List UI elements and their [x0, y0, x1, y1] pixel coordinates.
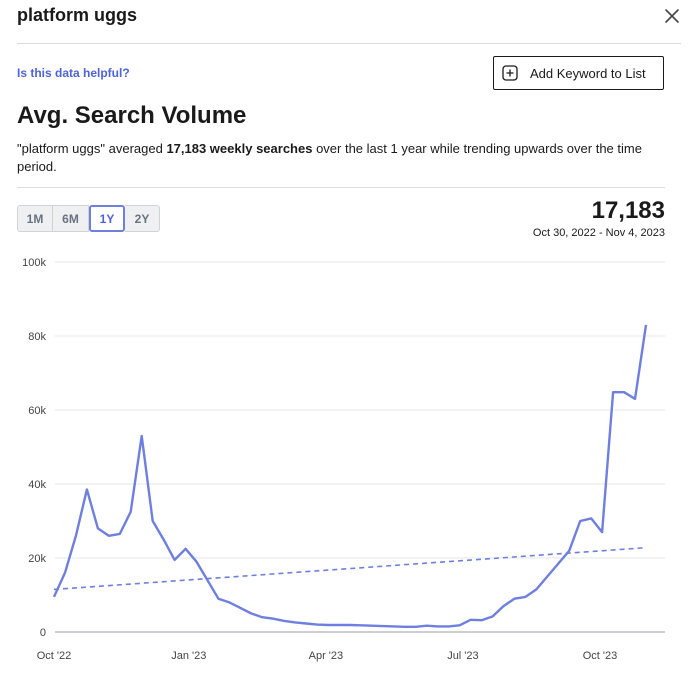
- data-point: [206, 579, 208, 581]
- data-point: [141, 435, 143, 437]
- add-keyword-label: Add Keyword to List: [530, 65, 646, 81]
- data-helpful-link[interactable]: Is this data helpful?: [17, 66, 130, 80]
- summary-weekly-searches: 17,183 weekly searches: [166, 141, 313, 156]
- close-icon[interactable]: [662, 6, 682, 26]
- data-point: [458, 624, 460, 626]
- data-point: [601, 531, 603, 533]
- summary-text: "platform uggs" averaged 17,183 weekly s…: [17, 140, 677, 176]
- plus-square-icon: [502, 65, 518, 81]
- data-point: [283, 620, 285, 622]
- date-range: Oct 30, 2022 - Nov 4, 2023: [532, 227, 665, 239]
- data-point: [491, 615, 493, 617]
- data-point: [360, 624, 362, 626]
- summary-keyword: "platform uggs": [17, 141, 105, 156]
- data-point: [162, 538, 164, 540]
- data-point: [119, 533, 121, 535]
- data-point: [228, 601, 230, 603]
- data-point: [151, 520, 153, 522]
- data-point: [64, 572, 66, 574]
- data-point: [97, 527, 99, 529]
- search-volume-line: [52, 324, 648, 628]
- add-keyword-to-list-button[interactable]: Add Keyword to List: [493, 56, 664, 90]
- data-point: [250, 612, 252, 614]
- data-point: [305, 622, 307, 624]
- data-point: [502, 605, 504, 607]
- data-point: [338, 624, 340, 626]
- data-point: [393, 625, 395, 627]
- average-volume-value: 17,183: [591, 197, 665, 224]
- data-point: [184, 548, 186, 550]
- x-tick-label: Jan '23: [171, 650, 206, 662]
- tab-1m[interactable]: 1M: [17, 205, 53, 232]
- data-point: [316, 623, 318, 625]
- data-point: [480, 619, 482, 621]
- data-point: [557, 562, 559, 564]
- data-point: [415, 626, 417, 628]
- data-point: [75, 535, 77, 537]
- data-point: [535, 588, 537, 590]
- tab-1y[interactable]: 1Y: [89, 205, 125, 232]
- data-point: [645, 324, 647, 326]
- y-tick-label: 20k: [28, 553, 46, 565]
- data-point: [437, 625, 439, 627]
- data-point: [382, 625, 384, 627]
- data-point: [371, 625, 373, 627]
- page-title: platform uggs: [17, 5, 137, 25]
- x-tick-label: Oct '23: [583, 650, 618, 662]
- tab-2y[interactable]: 2Y: [125, 205, 160, 232]
- data-point: [108, 535, 110, 537]
- range-tabs: 1M 6M 1Y 2Y: [17, 205, 160, 232]
- data-point: [546, 575, 548, 577]
- data-point: [568, 549, 570, 551]
- data-point: [272, 617, 274, 619]
- data-point: [513, 598, 515, 600]
- trend-line: [53, 546, 647, 591]
- data-point: [623, 391, 625, 393]
- data-point: [173, 559, 175, 561]
- data-point: [217, 598, 219, 600]
- data-point: [590, 517, 592, 519]
- x-tick-label: Jul '23: [447, 650, 478, 662]
- data-point: [53, 596, 55, 598]
- data-point: [579, 520, 581, 522]
- summary-part-1: averaged: [105, 141, 167, 156]
- y-tick-label: 100k: [22, 257, 46, 269]
- header-divider: [17, 43, 681, 44]
- section-divider: [17, 187, 665, 188]
- data-point: [327, 624, 329, 626]
- data-point: [195, 561, 197, 563]
- x-tick-label: Apr '23: [309, 650, 344, 662]
- data-point: [261, 616, 263, 618]
- data-point: [426, 625, 428, 627]
- data-point: [404, 626, 406, 628]
- data-point: [634, 398, 636, 400]
- data-point: [130, 511, 132, 513]
- data-point: [612, 391, 614, 393]
- data-point: [86, 488, 88, 490]
- y-tick-label: 40k: [28, 479, 46, 491]
- data-point: [469, 619, 471, 621]
- x-tick-label: Oct '22: [37, 650, 72, 662]
- data-point: [447, 625, 449, 627]
- data-point: [294, 621, 296, 623]
- data-point: [524, 596, 526, 598]
- y-tick-label: 80k: [28, 331, 46, 343]
- search-volume-chart: 0 20k 40k 60k 80k 100k Oct '22 Jan '23 Apr '23 Ju…: [22, 257, 665, 662]
- data-point: [349, 624, 351, 626]
- summary-part-2: over the last 1 year while trending upwa…: [17, 141, 642, 174]
- data-point: [239, 607, 241, 609]
- tab-6m[interactable]: 6M: [53, 205, 89, 232]
- y-tick-label: 60k: [28, 405, 46, 417]
- section-title: Avg. Search Volume: [17, 102, 247, 129]
- y-tick-label: 0: [40, 627, 46, 639]
